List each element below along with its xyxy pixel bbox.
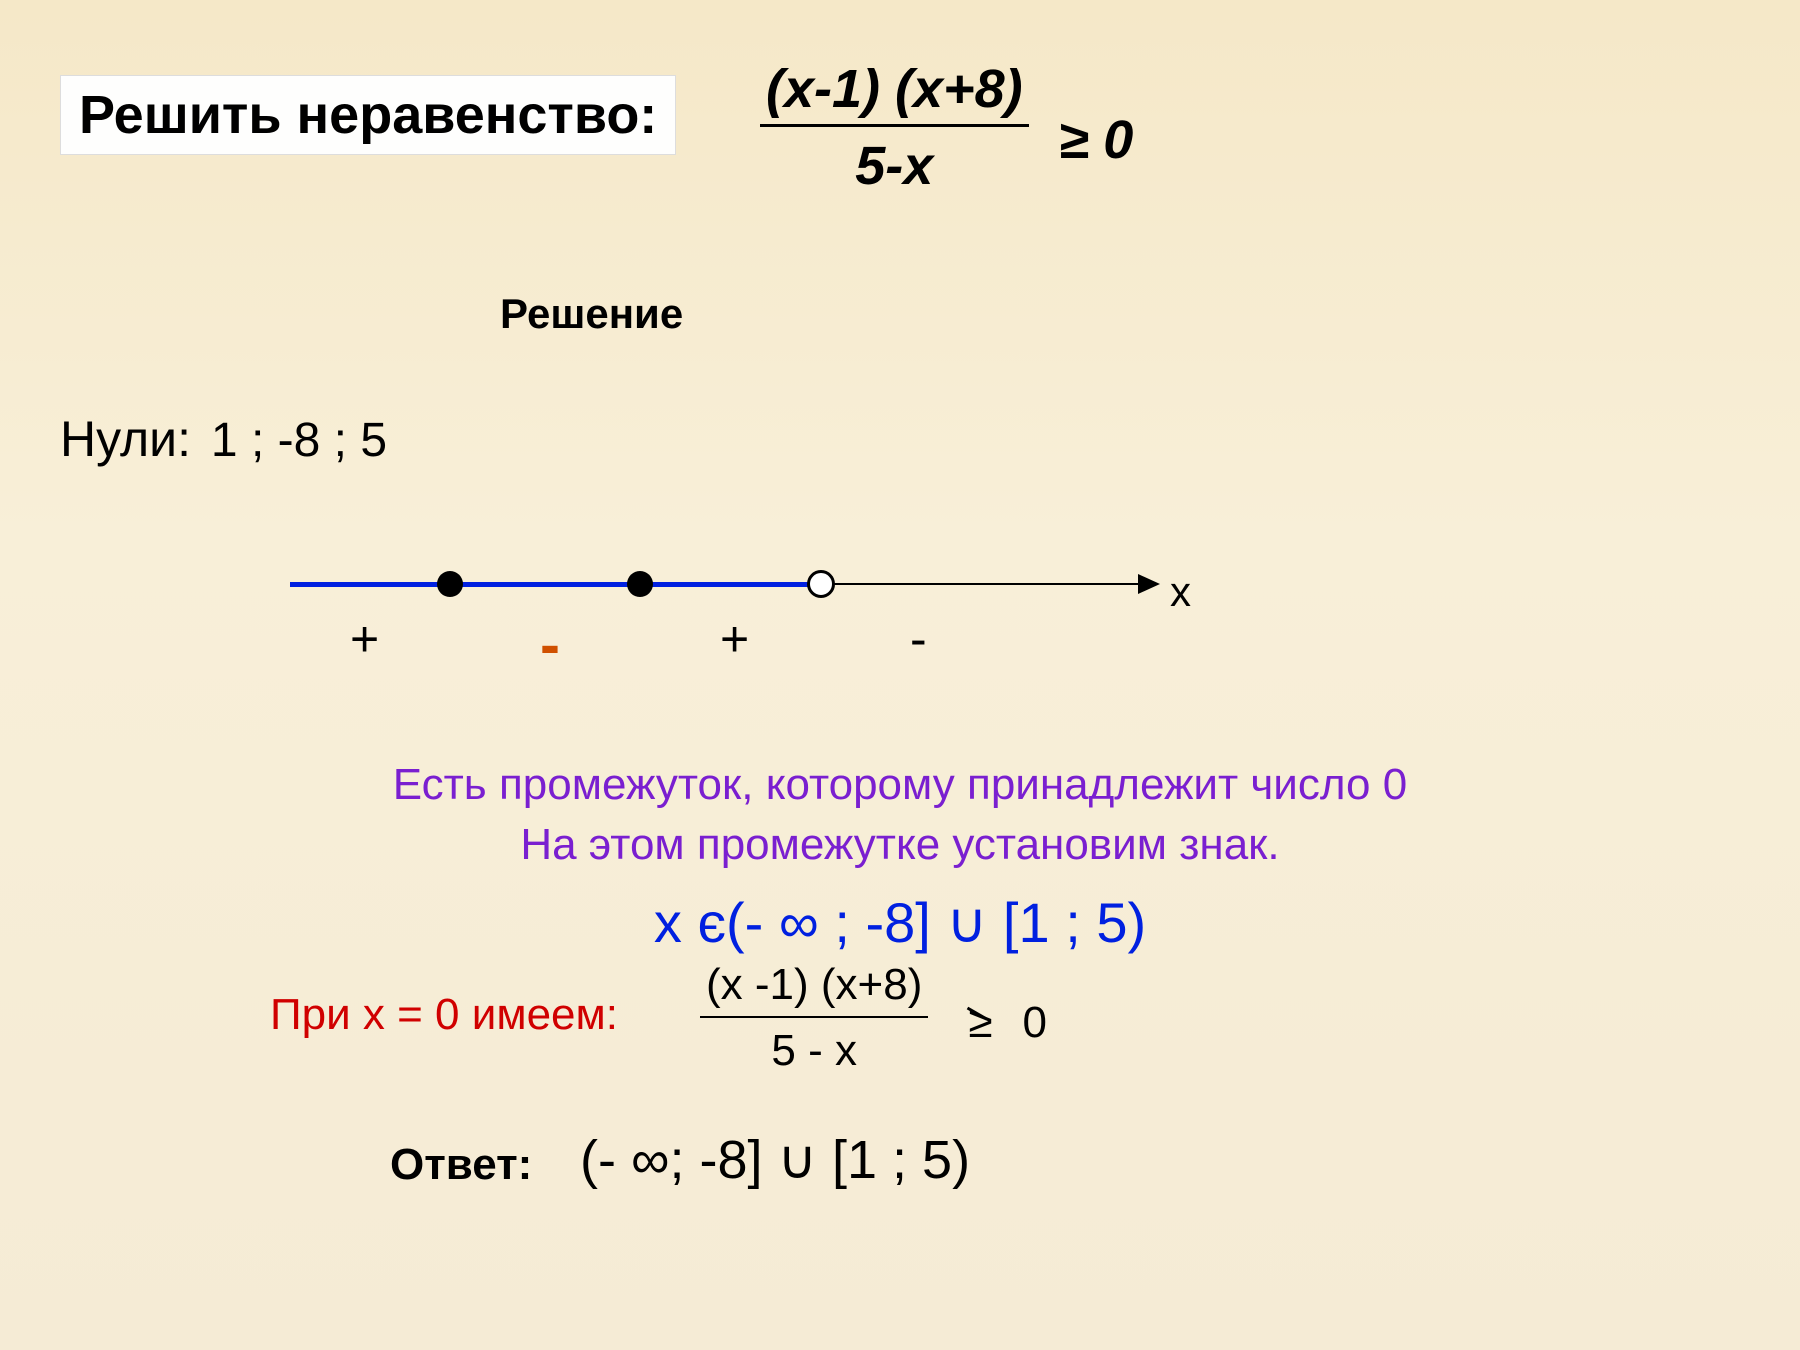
filled-dot-icon (627, 571, 653, 597)
line-black-segment (820, 583, 1138, 585)
fraction2-rel: ≥ (968, 998, 992, 1048)
sign-label: + (350, 610, 379, 668)
fraction-numerator: (x-1) (x+8) (760, 58, 1029, 120)
fraction2-den: 5 - x (771, 1024, 857, 1076)
number-line: x +-+- (290, 540, 1160, 660)
answer-label: Ответ: (390, 1140, 532, 1190)
fraction2-bar (700, 1016, 928, 1018)
purple-hint-2: На этом промежутке установим знак. (0, 820, 1800, 870)
filled-dot-icon (437, 571, 463, 597)
rel-symbol: ≥ (968, 998, 992, 1047)
open-dot-icon (807, 570, 835, 598)
line-blue-segment (290, 582, 820, 587)
zeros-label: Нули: (60, 411, 191, 467)
sign-label: - (540, 610, 560, 679)
answer-value: (- ∞; -8] ∪ [1 ; 5) (580, 1128, 970, 1191)
zeros-values: 1 ; -8 ; 5 (211, 414, 387, 467)
title-fraction: (x-1) (x+8) 5-x (760, 58, 1029, 197)
zeros-row: Нули: 1 ; -8 ; 5 (60, 410, 387, 468)
title-fraction-block: (x-1) (x+8) 5-x ≥ 0 (760, 58, 1133, 197)
fraction2-zero: 0 (1023, 998, 1047, 1048)
fraction2-num: (x -1) (x+8) (700, 960, 928, 1010)
fraction-bar (760, 124, 1029, 127)
purple-hint-1: Есть промежуток, которому принадлежит чи… (0, 760, 1800, 810)
x-axis-label: x (1170, 568, 1191, 616)
geq-zero: ≥ 0 (1059, 109, 1134, 171)
solution-interval: x є(- ∞ ; -8] ∪ [1 ; 5) (0, 890, 1800, 956)
solution-header: Решение (500, 290, 683, 338)
fraction-check: (x -1) (x+8) 5 - x ≥ 0 (700, 960, 1047, 1076)
red-hint: При х = 0 имеем: (270, 990, 618, 1040)
arrowhead-icon (1138, 574, 1160, 594)
title-prefix: Решить неравенство: (60, 75, 676, 155)
sign-label: - (910, 610, 927, 668)
fraction-denominator: 5-x (855, 131, 933, 197)
sign-label: + (720, 610, 749, 668)
